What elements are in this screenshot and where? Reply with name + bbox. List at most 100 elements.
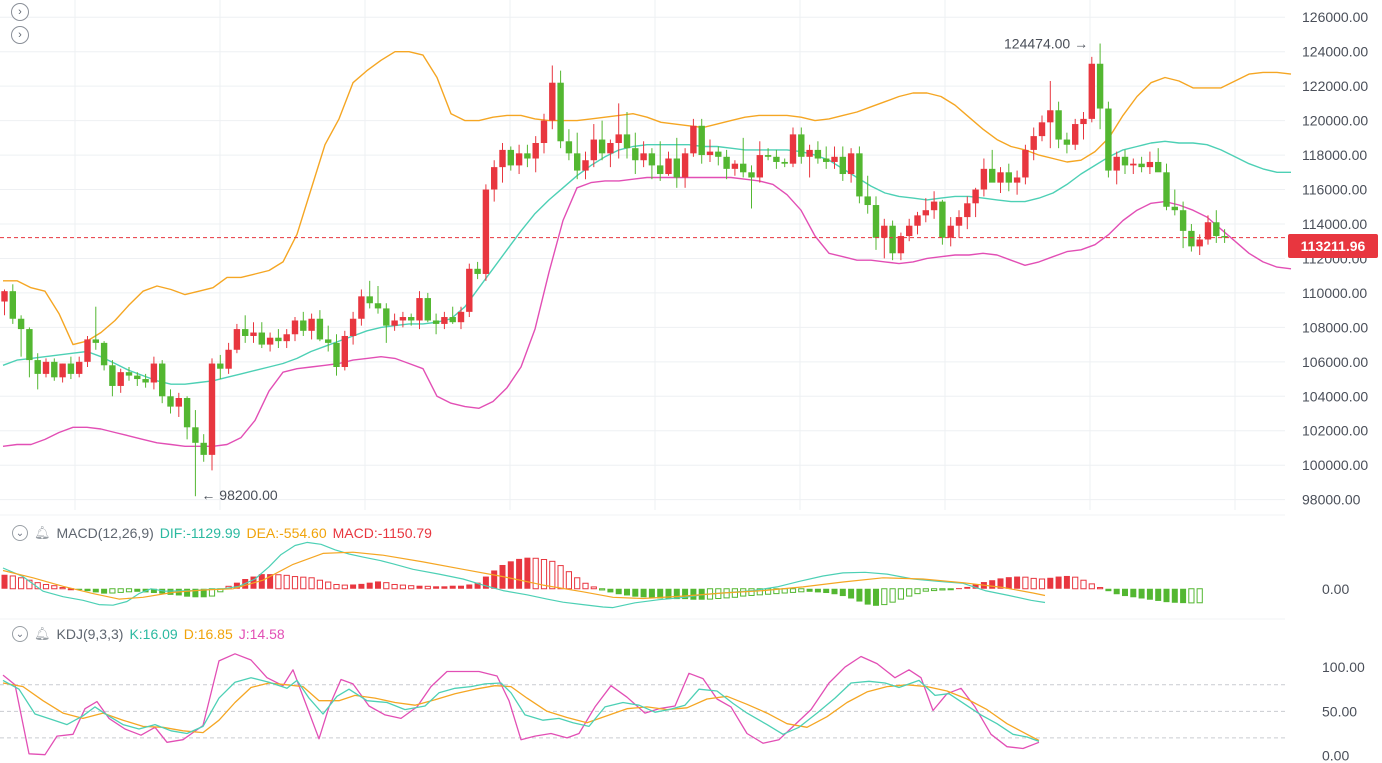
- candle-up: [1072, 124, 1079, 145]
- candle-down: [598, 139, 606, 154]
- macd-bar: [150, 588, 157, 594]
- macd-bar: [1072, 576, 1079, 590]
- macd-bar: [26, 579, 33, 590]
- macd-dif-value: DIF:-1129.99: [159, 525, 241, 541]
- macd-bar: [291, 576, 299, 590]
- macd-bar: [258, 574, 265, 589]
- macd-bar: [109, 588, 116, 594]
- expand-panel-up-button[interactable]: ›: [11, 3, 29, 21]
- candle-down: [159, 363, 166, 397]
- macd-bar: [200, 588, 207, 598]
- candle-down: [1005, 172, 1012, 183]
- chevron-down-icon[interactable]: ⌄: [12, 626, 28, 642]
- candle-down: [1121, 156, 1129, 166]
- candle-up: [266, 337, 274, 345]
- macd-bar: [125, 588, 133, 593]
- macd-bar: [873, 588, 879, 606]
- price-axis-tick: 120000.00: [1302, 113, 1368, 129]
- candle-down: [1179, 210, 1187, 231]
- price-axis-tick: 110000.00: [1302, 285, 1367, 301]
- candle-down: [823, 158, 830, 162]
- macd-dif-line: [2, 541, 1046, 609]
- macd-bar: [1146, 588, 1153, 600]
- candle-up: [308, 318, 315, 331]
- candle-down: [383, 308, 390, 326]
- macd-dea-line: [2, 551, 1046, 600]
- candle-down: [374, 303, 382, 309]
- candle-down: [217, 363, 224, 369]
- macd-bar: [1113, 588, 1120, 595]
- macd-bar: [781, 588, 788, 594]
- macd-bar: [532, 557, 539, 590]
- macd-title: MACD(12,26,9): [56, 525, 154, 541]
- candle-down: [34, 360, 41, 374]
- candle-up: [466, 268, 473, 312]
- macd-axis-tick: 0.00: [1322, 581, 1349, 597]
- candle-up: [1130, 163, 1137, 166]
- candle-up: [532, 143, 539, 159]
- candle-down: [632, 148, 639, 161]
- macd-bar: [1155, 588, 1162, 601]
- macd-bar: [931, 588, 938, 592]
- macd-bar: [424, 585, 431, 590]
- bell-icon[interactable]: 🔔︎: [34, 626, 51, 641]
- candle-up: [980, 168, 988, 190]
- macd-bar: [557, 565, 564, 590]
- macd-bar: [308, 577, 315, 590]
- candle-down: [366, 296, 373, 304]
- candle-down: [1213, 222, 1220, 237]
- price-axis-tick: 104000.00: [1302, 388, 1368, 404]
- macd-bar: [814, 588, 821, 593]
- chevron-right-icon: ›: [18, 29, 22, 41]
- macd-bar: [922, 588, 929, 592]
- price-axis-tick: 100000.00: [1302, 457, 1368, 473]
- macd-bar: [184, 588, 191, 597]
- macd-bar: [92, 588, 99, 593]
- macd-bar: [806, 588, 813, 592]
- macd-bar: [1022, 576, 1029, 590]
- current-price-tag: 113211.96: [1288, 234, 1378, 258]
- candle-up: [250, 332, 257, 336]
- candle-up: [416, 298, 423, 321]
- candle-up: [789, 134, 797, 164]
- kdj-title: KDJ(9,3,3): [56, 626, 124, 642]
- macd-bar: [408, 585, 415, 590]
- candle-down: [17, 318, 25, 330]
- candle-down: [657, 165, 664, 175]
- candle-up: [690, 125, 697, 154]
- candle-up: [399, 317, 407, 321]
- candle-down: [507, 149, 514, 166]
- candle-down: [275, 337, 282, 342]
- macd-bar: [989, 580, 996, 589]
- macd-bar: [300, 576, 307, 590]
- macd-bar: [233, 582, 240, 589]
- macd-bar: [59, 587, 66, 590]
- candle-down: [715, 151, 722, 157]
- candle-up: [1013, 177, 1021, 183]
- bollinger-lower-line: [2, 176, 1292, 447]
- kdj-j-value: J:14.58: [238, 626, 285, 642]
- candle-down: [424, 298, 431, 321]
- macd-bar: [18, 577, 25, 590]
- candle-down: [449, 317, 456, 323]
- bell-icon[interactable]: 🔔︎: [34, 525, 51, 540]
- kdj-axis-tick: 100.00: [1322, 659, 1365, 675]
- macd-bar: [682, 588, 689, 600]
- candle-down: [864, 196, 871, 206]
- candle-down: [524, 153, 531, 159]
- macd-bar: [798, 588, 805, 593]
- chevron-down-icon[interactable]: ⌄: [12, 525, 28, 541]
- macd-bar: [375, 581, 381, 589]
- candle-up: [997, 172, 1004, 183]
- macd-bar: [889, 588, 896, 603]
- kdj-d-value: D:16.85: [183, 626, 233, 642]
- candle-up: [208, 363, 216, 455]
- macd-bar: [599, 588, 606, 591]
- bollinger-upper-line: [3, 51, 1292, 346]
- expand-panel-down-button[interactable]: ›: [11, 26, 29, 44]
- macd-bar: [632, 588, 639, 597]
- candle-up: [233, 329, 241, 350]
- candle-up: [42, 361, 50, 374]
- candle-up: [1196, 239, 1203, 247]
